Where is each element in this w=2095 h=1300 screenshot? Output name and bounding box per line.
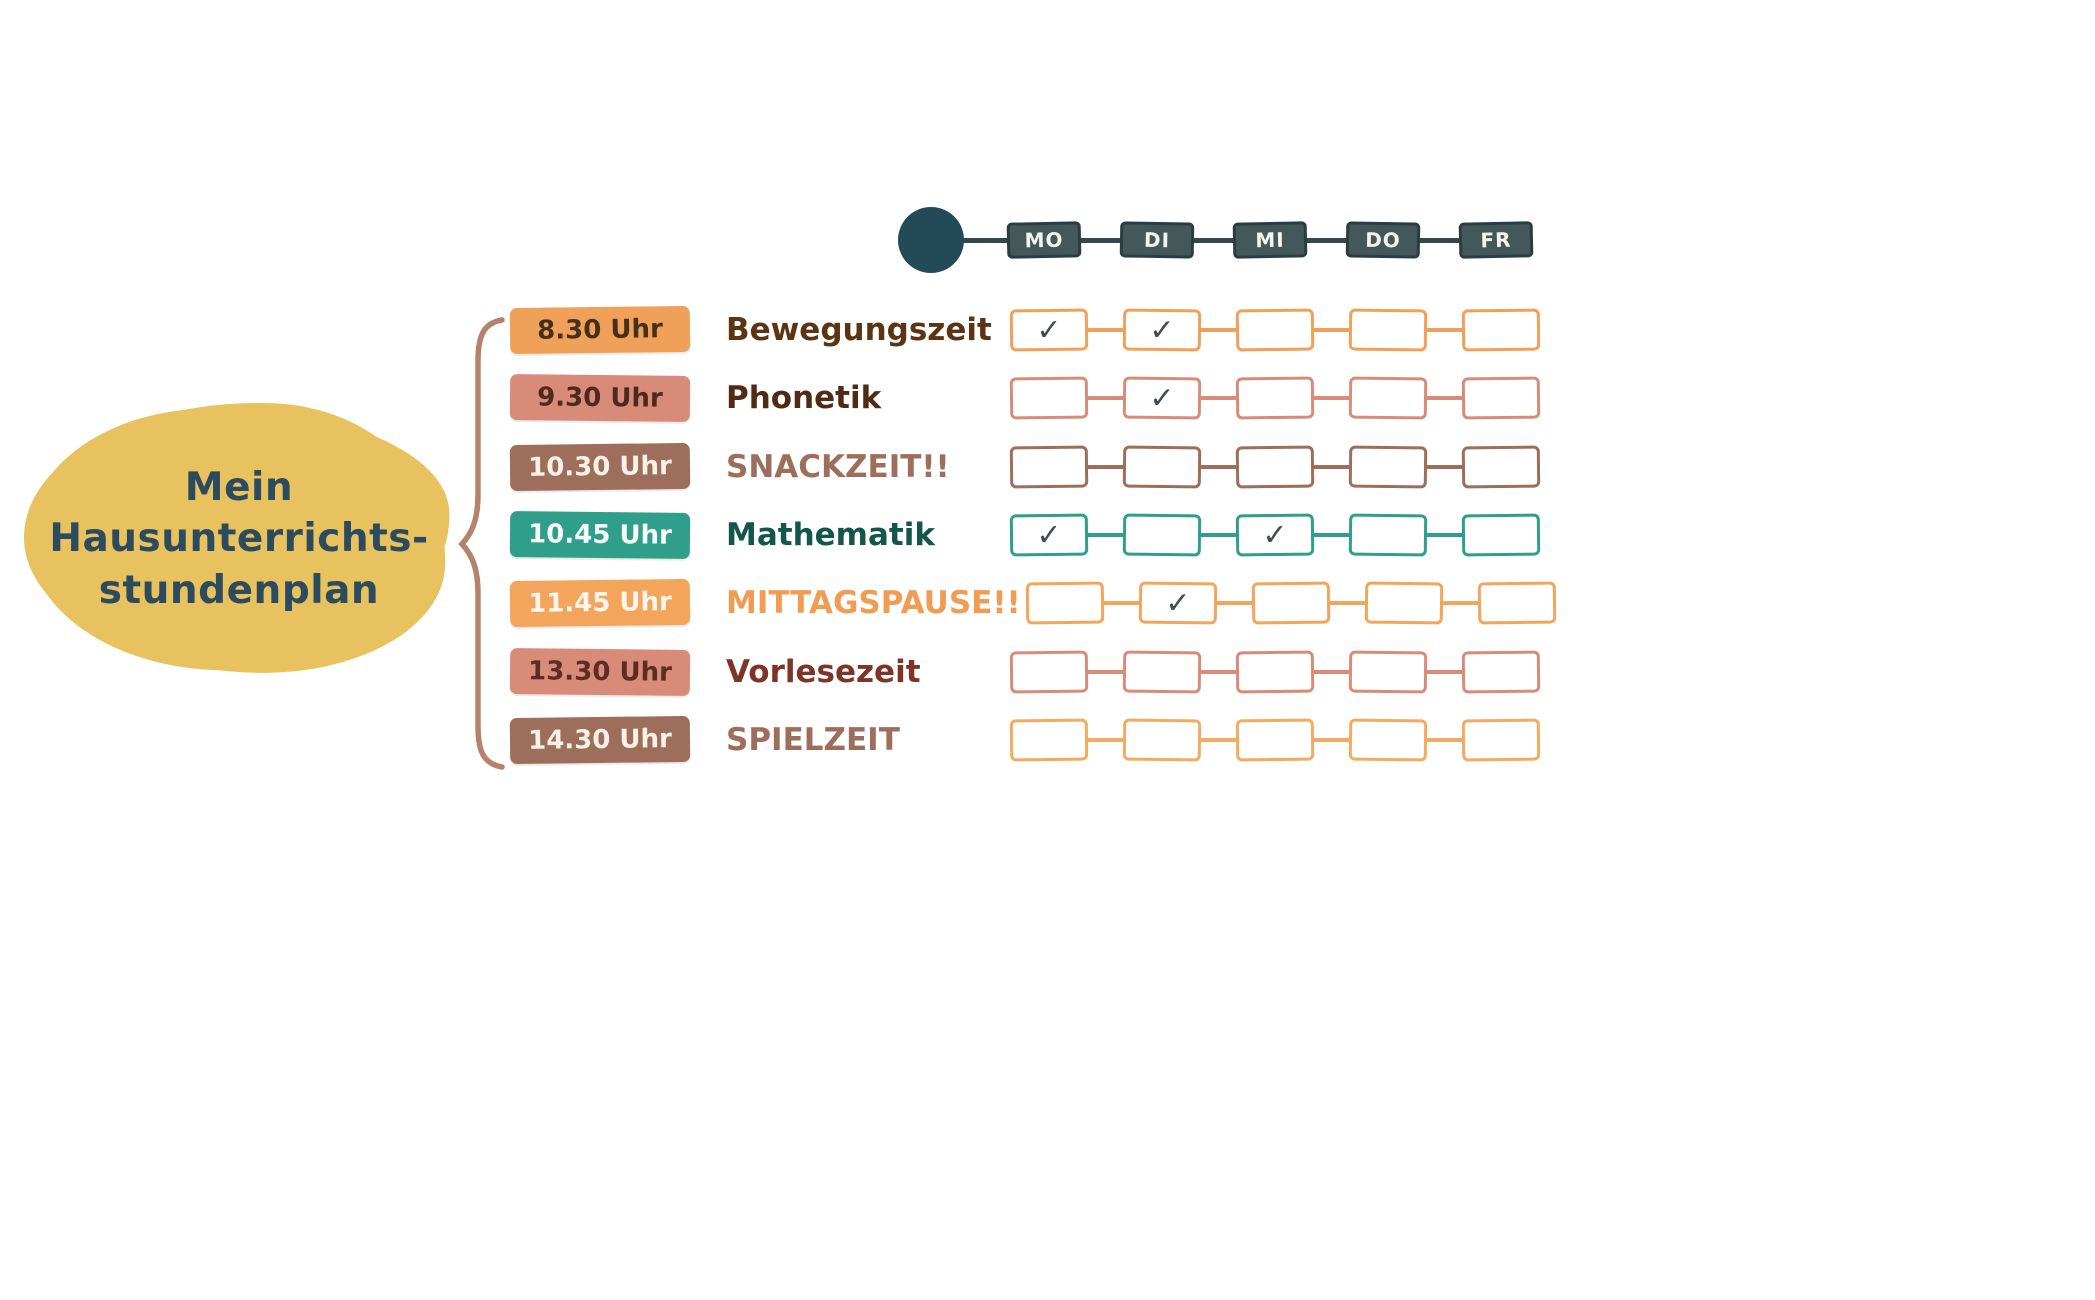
week-track: [1005, 648, 1541, 696]
check-cell[interactable]: [1461, 445, 1541, 489]
activity-label: SNACKZEIT!!: [726, 448, 950, 485]
week-track: [1005, 716, 1541, 764]
activity-label: SPIELZEIT: [726, 721, 900, 758]
time-badge: 10.45 Uhr: [509, 511, 691, 559]
check-cell[interactable]: [1348, 718, 1428, 762]
schedule-rows: 8.30 Uhr Bewegungszeit ✓ ✓ 9.30 Uhr Phon…: [509, 296, 2070, 774]
check-cell[interactable]: [1122, 650, 1202, 694]
schedule-row: 10.45 Uhr Mathematik ✓ ✓: [509, 501, 2070, 569]
check-cell[interactable]: [1348, 376, 1428, 420]
check-cell[interactable]: [1364, 581, 1443, 625]
schedule-row: 14.30 Uhr SPIELZEIT: [509, 706, 2070, 774]
week-track: [1005, 443, 1541, 491]
check-cell[interactable]: [1348, 513, 1428, 557]
schedule-row: 11.45 Uhr MITTAGSPAUSE!! ✓: [509, 569, 2070, 637]
page-title-line: Hausunterrichts-: [49, 516, 429, 562]
check-cell[interactable]: [1348, 650, 1428, 694]
activity-label: MITTAGSPAUSE!!: [726, 585, 1021, 622]
check-cell[interactable]: [1025, 581, 1104, 625]
check-cell[interactable]: [1461, 513, 1541, 557]
check-cell[interactable]: [1235, 308, 1315, 352]
check-cell[interactable]: [1235, 376, 1315, 420]
check-cell[interactable]: [1009, 718, 1089, 762]
schedule-row: 13.30 Uhr Vorlesezeit: [509, 637, 2070, 705]
check-cell[interactable]: [1461, 376, 1541, 420]
week-track: ✓ ✓: [1005, 511, 1541, 559]
check-cell[interactable]: [1251, 581, 1330, 625]
day-badge: MO: [1006, 221, 1082, 259]
brace-icon: [458, 316, 506, 776]
check-cell[interactable]: [1235, 650, 1315, 694]
day-badge: FR: [1458, 221, 1534, 259]
week-header: MO DI MI DO FR: [0, 0, 2095, 300]
day-badge: DI: [1119, 221, 1195, 259]
time-badge: 13.30 Uhr: [509, 647, 691, 696]
page-title-line: Mein: [184, 464, 294, 510]
check-cell[interactable]: [1122, 718, 1202, 762]
time-badge: 10.30 Uhr: [509, 442, 691, 491]
activity-label: Vorlesezeit: [726, 653, 921, 690]
activity-label: Phonetik: [726, 380, 882, 417]
check-cell[interactable]: ✓: [1138, 581, 1217, 625]
week-track: ✓: [1005, 374, 1541, 422]
day-badge: DO: [1345, 221, 1421, 259]
activity-label: Mathematik: [726, 517, 935, 554]
week-track: ✓: [1021, 579, 1556, 627]
check-cell[interactable]: [1122, 445, 1202, 489]
time-badge: 11.45 Uhr: [509, 579, 691, 628]
check-cell[interactable]: [1461, 650, 1541, 694]
schedule-row: 9.30 Uhr Phonetik ✓: [509, 364, 2070, 432]
check-cell[interactable]: [1477, 581, 1556, 625]
check-cell[interactable]: ✓: [1009, 513, 1089, 557]
check-cell[interactable]: [1009, 376, 1089, 420]
page-title-line: stundenplan: [98, 567, 380, 613]
check-cell[interactable]: [1009, 650, 1089, 694]
check-cell[interactable]: [1122, 513, 1202, 557]
time-badge: 14.30 Uhr: [509, 715, 691, 765]
check-cell[interactable]: [1348, 445, 1428, 489]
week-track: ✓ ✓: [1005, 306, 1541, 354]
check-cell[interactable]: [1009, 445, 1089, 489]
timeline-line: [930, 238, 1502, 243]
time-badge: 8.30 Uhr: [509, 306, 691, 355]
time-badge: 9.30 Uhr: [509, 374, 691, 423]
title-blob: Mein Hausunterrichts- stundenplan: [19, 394, 454, 680]
check-cell[interactable]: ✓: [1235, 513, 1315, 557]
day-badge: MI: [1232, 221, 1308, 259]
check-cell[interactable]: [1348, 308, 1428, 352]
activity-label: Bewegungszeit: [726, 312, 992, 349]
schedule-row: 8.30 Uhr Bewegungszeit ✓ ✓: [509, 296, 2070, 364]
check-cell[interactable]: [1461, 308, 1541, 352]
check-cell[interactable]: [1461, 718, 1541, 762]
check-cell[interactable]: [1235, 718, 1315, 762]
timeline-dot: [898, 207, 964, 273]
check-cell[interactable]: ✓: [1122, 308, 1202, 352]
page-title: Mein Hausunterrichts- stundenplan: [49, 462, 428, 616]
check-cell[interactable]: ✓: [1122, 376, 1202, 420]
check-cell[interactable]: [1235, 445, 1315, 489]
schedule-row: 10.30 Uhr SNACKZEIT!!: [509, 433, 2070, 501]
check-cell[interactable]: ✓: [1009, 308, 1089, 352]
